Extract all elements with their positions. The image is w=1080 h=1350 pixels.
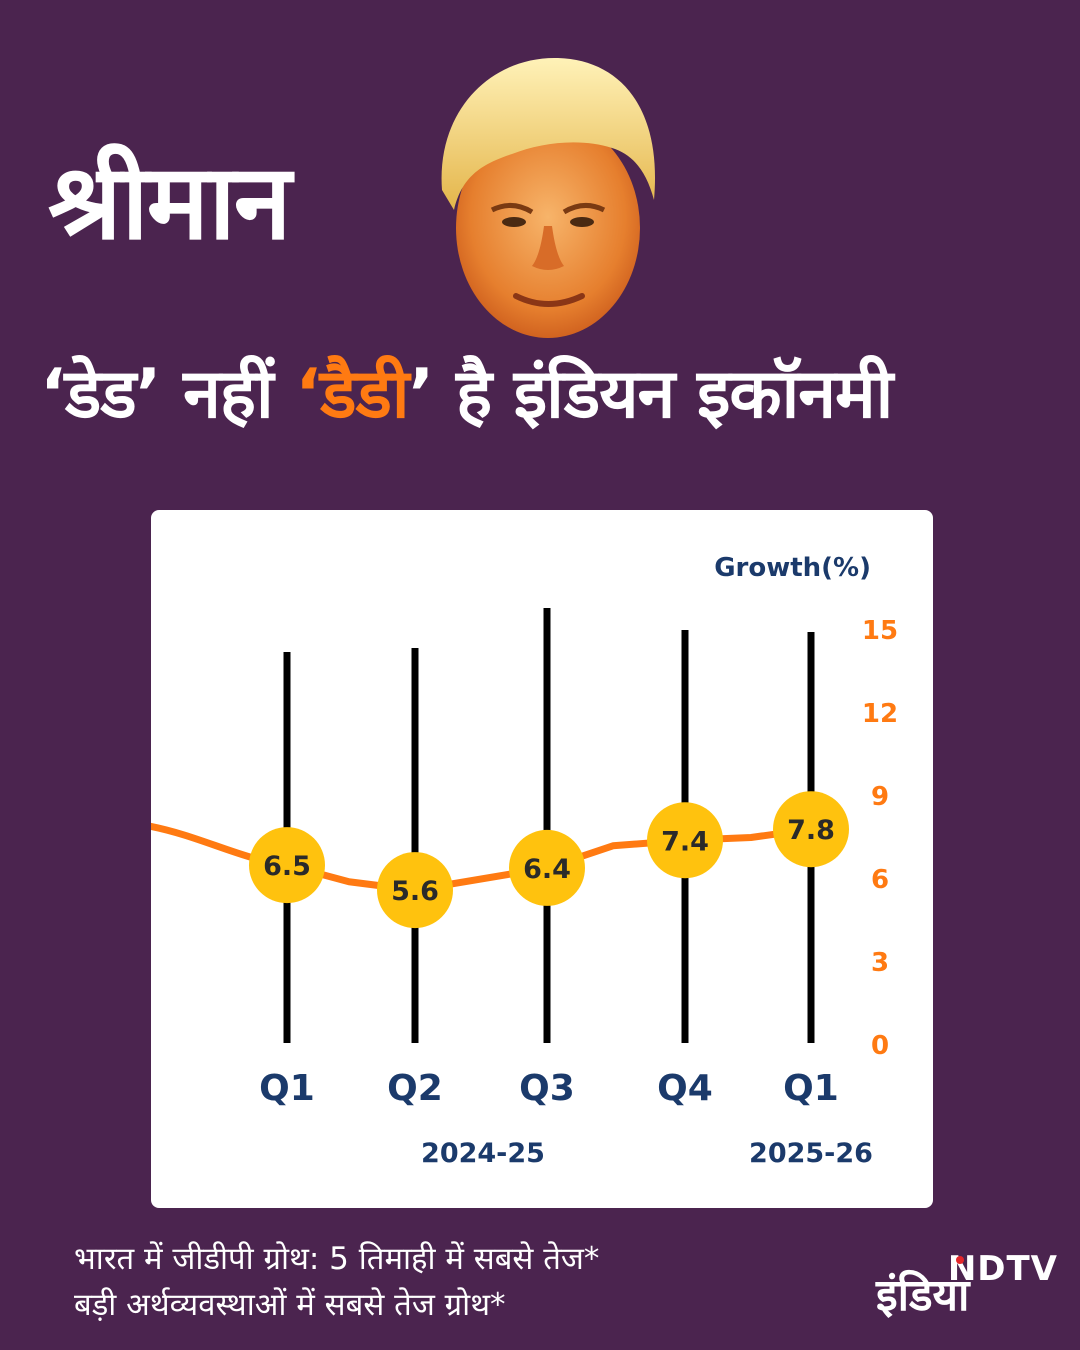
- headline-subtitle: ‘डेड’ नहीं ‘डैडी’ है इंडियन इकॉनमी: [40, 355, 1070, 434]
- ndtv-india-logo: NDTV इंडिया: [876, 1252, 1058, 1332]
- data-point-marker: [377, 852, 453, 929]
- x-category-label: Q1: [783, 1068, 839, 1109]
- footer-line-1: भारत में जीडीपी ग्रोथ: 5 तिमाही में सबसे…: [74, 1241, 600, 1277]
- data-label: 6.4: [523, 854, 571, 885]
- data-label: 7.4: [661, 826, 709, 857]
- y-tick-label: 9: [871, 782, 889, 812]
- logo-red-dot: [956, 1256, 964, 1264]
- x-category-label: Q3: [519, 1068, 575, 1109]
- x-category-label: Q4: [657, 1068, 713, 1109]
- gdp-growth-chart: Growth(%) 15 12 9 6 3 0 6.5 5.6 6.4 7.4 7.8 Q1 Q2 Q3 Q4…: [151, 510, 933, 1208]
- data-label: 5.6: [391, 876, 439, 907]
- y-tick-label: 0: [871, 1031, 889, 1061]
- x-category-label: Q1: [259, 1068, 315, 1109]
- data-point-marker: [249, 827, 325, 904]
- headline-title: श्रीमान: [48, 141, 291, 263]
- data-point-marker: [509, 829, 585, 906]
- x-group-label: 2025-26: [749, 1138, 873, 1169]
- x-category-label: Q2: [387, 1068, 443, 1109]
- y-tick-label: 6: [871, 865, 889, 895]
- y-tick-label: 3: [871, 948, 889, 978]
- y-axis-label: Growth(%): [714, 553, 871, 583]
- data-point-marker: [647, 802, 723, 879]
- data-label: 6.5: [263, 851, 311, 882]
- y-tick-label: 12: [862, 699, 898, 729]
- footer-line-2: बड़ी अर्थव्यवस्थाओं में सबसे तेज ग्रोथ*: [74, 1287, 506, 1323]
- footer-notes: भारत में जीडीपी ग्रोथ: 5 तिमाही में सबसे…: [74, 1236, 599, 1328]
- data-point-marker: [773, 791, 849, 868]
- logo-ndtv-text: NDTV: [947, 1249, 1058, 1289]
- subtitle-part1: ‘डेड’ नहीं: [40, 355, 296, 434]
- x-group-label: 2024-25: [421, 1138, 545, 1169]
- data-label: 7.8: [787, 815, 835, 846]
- logo-india-text: इंडिया: [876, 1270, 970, 1321]
- subtitle-part3: ’ है इंडियन इकॉनमी: [408, 355, 893, 434]
- subtitle-highlight: ‘डैडी: [295, 355, 409, 434]
- y-tick-label: 15: [862, 616, 898, 646]
- portrait-image: [432, 50, 664, 342]
